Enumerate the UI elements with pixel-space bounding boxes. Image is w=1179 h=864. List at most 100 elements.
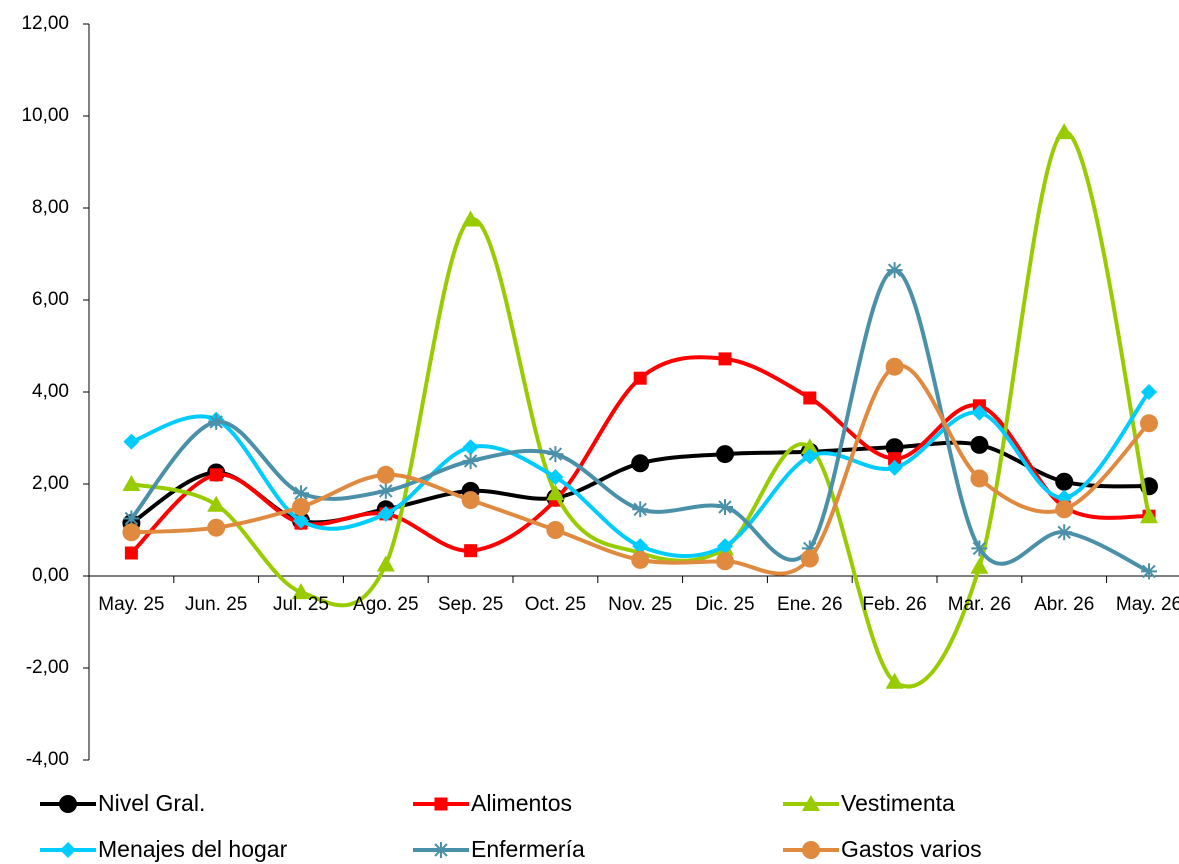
marker bbox=[376, 465, 395, 484]
marker bbox=[122, 475, 141, 491]
y-tick-label: -4,00 bbox=[26, 749, 69, 770]
legend-label: Gastos varios bbox=[841, 836, 982, 862]
marker bbox=[885, 357, 904, 376]
legend-label: Nivel Gral. bbox=[98, 790, 205, 816]
marker bbox=[1140, 507, 1158, 524]
marker bbox=[123, 433, 140, 450]
x-tick-label: Oct. 25 bbox=[524, 594, 587, 615]
marker bbox=[462, 453, 479, 469]
marker bbox=[124, 546, 138, 560]
legend-label: Menajes del hogar bbox=[98, 836, 288, 862]
marker bbox=[292, 498, 310, 516]
marker bbox=[1140, 414, 1158, 433]
marker bbox=[123, 510, 140, 527]
marker bbox=[377, 505, 394, 522]
x-tick-label: Jul. 25 bbox=[273, 594, 329, 615]
x-tick-label: Ago. 25 bbox=[353, 594, 419, 615]
marker bbox=[1055, 472, 1074, 491]
marker bbox=[633, 371, 647, 385]
series-line bbox=[130, 130, 1151, 689]
x-tick-label: Sep. 25 bbox=[437, 594, 504, 615]
marker bbox=[970, 469, 989, 488]
legend-item: Menajes del hogar bbox=[40, 836, 288, 862]
x-tick-label: Nov. 25 bbox=[608, 594, 673, 615]
marker bbox=[59, 795, 77, 813]
marker bbox=[886, 262, 903, 279]
y-tick-label: 10,00 bbox=[21, 105, 69, 126]
marker bbox=[464, 544, 478, 558]
marker bbox=[717, 499, 733, 515]
x-tick-label: Mar. 26 bbox=[947, 594, 1012, 615]
marker bbox=[122, 523, 141, 542]
marker bbox=[547, 446, 564, 463]
series-line bbox=[129, 268, 1150, 574]
marker bbox=[716, 445, 734, 464]
marker bbox=[971, 540, 988, 557]
marker bbox=[547, 469, 564, 486]
marker bbox=[886, 459, 903, 476]
legend-label: Alimentos bbox=[471, 790, 572, 816]
x-tick-label: Abr. 26 bbox=[1034, 594, 1095, 615]
marker bbox=[631, 454, 650, 473]
marker bbox=[208, 413, 225, 430]
marker bbox=[1141, 384, 1157, 400]
legend-label: Enfermería bbox=[471, 836, 585, 862]
marker bbox=[716, 552, 734, 571]
marker bbox=[1056, 524, 1073, 541]
marker bbox=[1141, 563, 1157, 580]
marker bbox=[803, 391, 817, 405]
marker bbox=[209, 468, 223, 482]
marker bbox=[632, 501, 649, 518]
y-tick-label: 2,00 bbox=[32, 473, 69, 494]
marker bbox=[207, 495, 226, 512]
marker bbox=[433, 842, 449, 858]
legend-label: Vestimenta bbox=[841, 790, 955, 816]
marker bbox=[971, 404, 988, 421]
marker bbox=[546, 521, 565, 539]
x-tick-label: May. 26 bbox=[1115, 594, 1179, 615]
x-tick-label: Dic. 25 bbox=[695, 594, 755, 615]
marker bbox=[293, 485, 309, 502]
marker bbox=[802, 795, 820, 811]
marker bbox=[1055, 500, 1074, 519]
marker bbox=[801, 540, 818, 557]
y-tick-label: -2,00 bbox=[26, 657, 69, 678]
legend-item: Gastos varios bbox=[783, 836, 982, 862]
x-tick-label: Ene. 26 bbox=[777, 594, 843, 615]
marker bbox=[800, 438, 819, 455]
marker bbox=[60, 842, 76, 858]
marker bbox=[631, 550, 650, 569]
marker bbox=[434, 797, 448, 811]
marker bbox=[377, 482, 394, 499]
x-tick-label: Jun. 25 bbox=[185, 594, 248, 615]
y-tick-label: 0,00 bbox=[32, 565, 69, 586]
legend-item: Vestimenta bbox=[783, 790, 955, 816]
marker bbox=[970, 557, 989, 574]
marker bbox=[461, 491, 480, 510]
marker bbox=[718, 352, 732, 366]
x-tick-label: Feb. 26 bbox=[862, 594, 927, 615]
y-tick-label: 4,00 bbox=[32, 381, 69, 402]
marker bbox=[885, 672, 904, 689]
marker bbox=[1055, 123, 1074, 140]
marker bbox=[461, 210, 480, 227]
marker bbox=[717, 538, 733, 555]
marker bbox=[801, 448, 818, 465]
y-tick-label: 8,00 bbox=[32, 197, 69, 218]
legend-item: Alimentos bbox=[413, 790, 572, 816]
marker bbox=[546, 484, 565, 501]
marker bbox=[885, 438, 904, 457]
x-tick-label: May. 25 bbox=[98, 594, 165, 615]
marker bbox=[800, 549, 819, 568]
marker bbox=[888, 452, 902, 466]
marker bbox=[292, 583, 310, 600]
marker bbox=[802, 841, 820, 859]
y-tick-label: 12,00 bbox=[21, 13, 69, 34]
marker bbox=[462, 439, 479, 456]
legend-item: Nivel Gral. bbox=[40, 790, 205, 816]
marker bbox=[970, 435, 989, 454]
legend-item: Enfermería bbox=[413, 836, 585, 862]
marker bbox=[207, 518, 226, 537]
